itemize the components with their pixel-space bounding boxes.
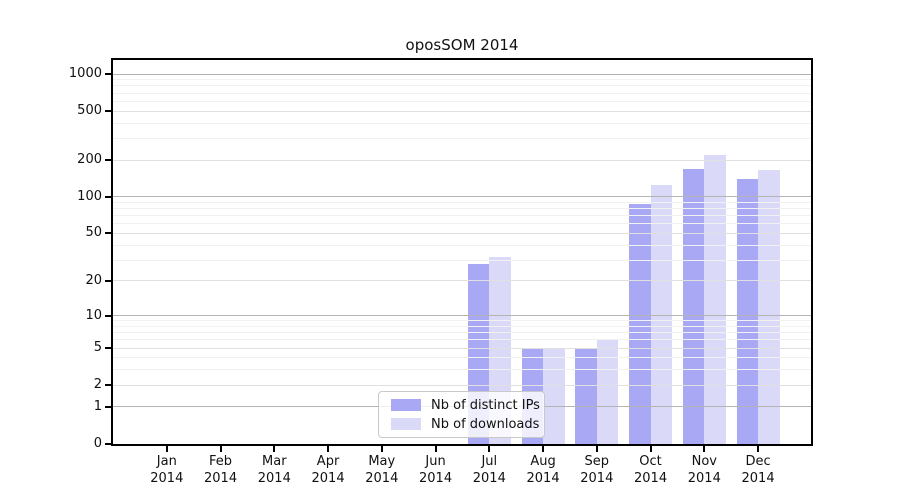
y-tick-label: 0 <box>93 436 102 451</box>
gridline-minor <box>113 223 811 225</box>
chart-title: oposSOM 2014 <box>405 36 519 54</box>
gridline-mid <box>113 232 811 234</box>
y-tick-mark <box>105 73 111 76</box>
x-tick-label: Jan 2014 <box>150 454 184 486</box>
gridline-minor <box>113 357 811 359</box>
bar-ips-nov <box>682 168 705 444</box>
legend-label-distinct-ips: Nb of distinct IPs <box>431 397 540 413</box>
y-tick-mark <box>105 443 111 445</box>
x-tick-label: Dec 2014 <box>741 454 775 486</box>
x-tick-mark <box>165 446 168 452</box>
x-tick-label: Nov 2014 <box>687 454 721 486</box>
gridline-mid <box>113 384 811 386</box>
bar-ips-sep <box>575 348 597 444</box>
gridline-minor <box>113 137 811 139</box>
y-tick-label: 500 <box>77 103 102 119</box>
bar-downloads-oct <box>650 185 673 444</box>
gridline-minor <box>113 332 811 334</box>
x-tick-label: Oct 2014 <box>634 454 668 486</box>
gridline-minor <box>113 325 811 327</box>
gridline-minor <box>113 92 811 94</box>
legend-swatch-downloads <box>391 418 421 430</box>
gridline-mid <box>113 280 811 282</box>
y-tick-label: 10 <box>85 307 102 323</box>
x-tick-label: Apr 2014 <box>311 454 345 486</box>
x-tick-label: Jul 2014 <box>472 454 506 486</box>
x-tick-mark <box>380 446 383 452</box>
x-tick-label: Feb 2014 <box>204 454 238 486</box>
x-tick-mark <box>542 446 545 452</box>
y-tick-mark <box>105 110 111 113</box>
gridline-minor <box>113 100 811 102</box>
y-tick-mark <box>105 405 111 408</box>
legend-label-downloads: Nb of downloads <box>431 416 540 432</box>
gridline-mid <box>113 110 811 112</box>
y-tick-label: 5 <box>93 340 102 356</box>
x-tick-mark <box>219 446 222 452</box>
y-tick-label: 1 <box>93 398 102 414</box>
x-tick-mark <box>703 446 706 452</box>
gridline-minor <box>113 339 811 341</box>
gridline-major <box>113 73 811 75</box>
gridline-minor <box>113 320 811 322</box>
y-tick-label: 1000 <box>68 66 102 82</box>
gridline-minor <box>113 79 811 81</box>
gridline-minor <box>113 244 811 246</box>
gridline-minor <box>113 201 811 203</box>
bar-downloads-aug <box>543 348 565 444</box>
y-tick-label: 20 <box>85 272 102 288</box>
bar-ips-dec <box>736 178 759 444</box>
x-tick-label: Jun 2014 <box>419 454 453 486</box>
gridline-minor <box>113 215 811 217</box>
legend-swatch-distinct-ips <box>391 399 421 411</box>
y-tick-mark <box>105 279 111 282</box>
gridline-major <box>113 315 811 317</box>
gridline-minor <box>113 369 811 371</box>
x-tick-label: Aug 2014 <box>526 454 560 486</box>
x-tick-mark <box>757 446 760 452</box>
gridline-minor <box>113 85 811 87</box>
x-tick-mark <box>649 446 652 452</box>
x-tick-label: Mar 2014 <box>257 454 291 486</box>
x-tick-mark <box>595 446 598 452</box>
x-tick-label: May 2014 <box>365 454 399 486</box>
y-tick-mark <box>105 347 111 350</box>
x-tick-label: Sep 2014 <box>580 454 614 486</box>
legend-item-downloads: Nb of downloads <box>391 416 544 432</box>
gridline-minor <box>113 122 811 124</box>
bar-ips-oct <box>629 203 651 444</box>
legend-item-distinct-ips: Nb of distinct IPs <box>391 397 544 413</box>
x-tick-mark <box>327 446 330 452</box>
gridline-minor <box>113 208 811 210</box>
x-tick-mark <box>434 446 437 452</box>
legend: Nb of distinct IPs Nb of downloads <box>378 391 545 438</box>
bar-downloads-sep <box>596 339 619 444</box>
gridline-minor <box>113 259 811 261</box>
y-tick-mark <box>105 159 111 161</box>
y-tick-mark <box>105 384 111 387</box>
gridline-major <box>113 196 811 198</box>
bar-downloads-dec <box>758 170 780 444</box>
y-tick-mark <box>105 314 111 317</box>
bar-downloads-nov <box>704 154 726 444</box>
x-tick-mark <box>273 446 276 452</box>
y-tick-label: 200 <box>77 152 102 167</box>
gridline-mid <box>113 159 811 161</box>
gridline-mid <box>113 347 811 349</box>
y-tick-label: 50 <box>85 225 102 241</box>
y-tick-label: 100 <box>77 188 102 204</box>
y-tick-label: 2 <box>93 377 102 393</box>
y-tick-mark <box>105 195 111 198</box>
x-tick-mark <box>488 446 491 452</box>
y-tick-mark <box>105 232 111 235</box>
